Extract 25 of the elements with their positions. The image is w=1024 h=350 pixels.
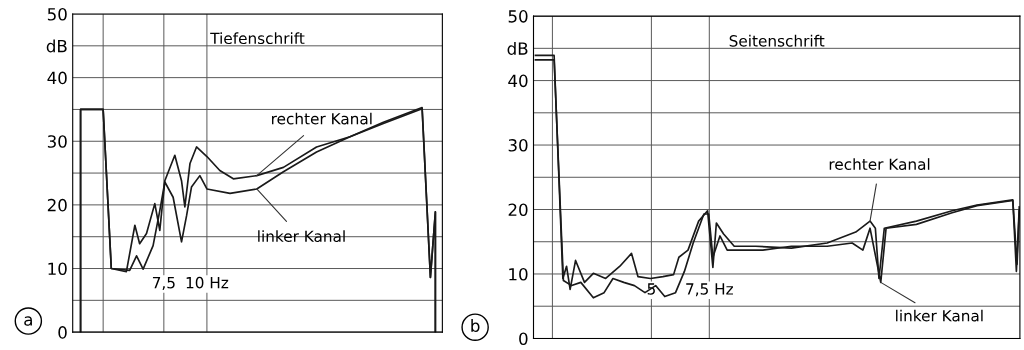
text: Tiefenschrift [210,32,305,45]
annotation: rechter Kanal [829,158,930,170]
annotation: linker Kanal [896,309,983,322]
y-tick-label: 30 [508,139,528,152]
y-tick-label: 20 [508,203,528,217]
y-tick-label: 50 [47,7,67,21]
annotation: rechter Kanal [272,112,372,125]
text: a [24,316,32,326]
y-tick-label: 40 [47,71,67,85]
text: b [471,319,480,332]
y-tick-label: 10 [48,262,67,276]
y-tick-label: 10 [509,267,528,281]
y-tick-label: 20 [47,198,67,212]
x-tick-label: 10 Hz [186,276,229,289]
y-tick-label: dB [507,42,528,55]
y-tick-label: dB [46,39,67,53]
y-tick-label: 50 [508,10,528,23]
text: Seitenschrift [729,34,825,47]
x-tick-label: 7,5 [152,277,175,290]
y-tick-label: 30 [47,135,67,148]
y-tick-label: 40 [508,74,528,88]
y-tick-label: 0 [519,332,528,346]
annotation: linker Kanal [258,230,345,243]
y-tick-label: 0 [58,326,67,339]
x-tick-label: 7,5 Hz [686,283,733,297]
